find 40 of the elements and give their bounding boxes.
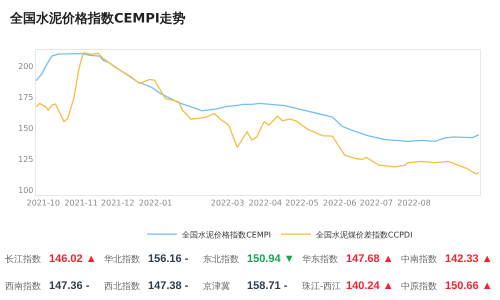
x-tick-label: 2022-06 [323, 198, 356, 208]
y-tick-label: 200 [18, 62, 34, 71]
text: 147.68 ▲ [346, 253, 394, 265]
text: 150.66 ▲ [445, 280, 493, 292]
y-tick-label: 100 [18, 186, 34, 195]
text: 150.94 ▼ [247, 253, 295, 265]
y-tick-label: 175 [18, 92, 34, 102]
x-tick-label: 2022-08 [397, 198, 431, 208]
text: 西北指数 [104, 281, 140, 292]
x-tick-label: 2021-10 [26, 198, 60, 208]
x-tick-label: 2021-12 [101, 198, 134, 208]
text: 147.38 - [148, 280, 189, 292]
text: 华北指数 [104, 254, 140, 265]
text: 146.02 ▲ [49, 253, 97, 265]
x-tick-label: 2022-03 [210, 198, 244, 208]
y-tick-label: 150 [18, 124, 34, 133]
line-series [36, 52, 480, 142]
x-tick-label: 2021-11 [64, 198, 98, 208]
text: 东北指数 [203, 254, 239, 265]
text: 中原指数 [401, 281, 437, 292]
text: 西南指数 [5, 281, 41, 292]
x-tick-label: 2022-01 [138, 198, 172, 208]
line-series [36, 52, 480, 175]
text: 156.16 - [148, 253, 189, 265]
legend-label: 全国水泥价格指数CEMPI [182, 230, 271, 240]
x-tick-label: 2022-05 [285, 198, 319, 208]
text: 中南指数 [401, 254, 437, 265]
text: 京津冀 [203, 281, 230, 292]
chart-title: 全国水泥价格指数CEMPI走势 [9, 10, 186, 27]
x-tick-label: 2022-07 [360, 198, 394, 208]
text: 142.33 ▲ [445, 253, 493, 265]
legend-label: 全国水泥煤价差指数CCPDI [316, 230, 412, 240]
text: 140.24 ▲ [346, 280, 394, 292]
text: 147.36 - [49, 280, 90, 292]
text: 珠江-西江 [302, 281, 342, 292]
text: 华东指数 [302, 254, 338, 265]
x-tick-label: 2022-04 [248, 198, 282, 208]
y-tick-label: 125 [18, 154, 34, 164]
text: 158.71 - [247, 280, 288, 292]
text: 长江指数 [5, 254, 41, 265]
